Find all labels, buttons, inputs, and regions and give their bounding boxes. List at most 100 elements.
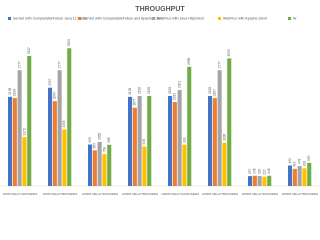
data-label: 1173 (22, 128, 26, 135)
bar (12, 98, 17, 186)
data-label: 3059 (227, 49, 231, 56)
data-label: 2777 (17, 61, 21, 68)
bar (52, 101, 57, 186)
data-label: 3117 (27, 47, 31, 54)
bar (262, 176, 267, 186)
bar (182, 144, 187, 186)
data-label: 426 (302, 161, 306, 167)
bar (292, 168, 297, 186)
x-tick-label: 500MS DELAY/800USERS (282, 192, 318, 196)
data-label: 246 (267, 168, 271, 174)
bar (257, 176, 262, 186)
data-label: 2108 (13, 89, 17, 96)
bar (27, 56, 32, 187)
legend-swatch (218, 17, 221, 20)
data-label: 2138 (128, 88, 132, 95)
legend-label: WebFlux with Apache client (223, 16, 267, 20)
data-label: 991 (182, 137, 186, 143)
x-tick-label: 100MS DELAY/800USERS (122, 192, 158, 196)
legend-label: W (293, 16, 297, 20)
bar (212, 98, 217, 186)
data-label: 237 (248, 169, 252, 175)
bar (177, 90, 182, 186)
bar (88, 144, 93, 186)
bar (172, 102, 177, 186)
bar (17, 70, 22, 186)
legend-swatch (8, 17, 11, 20)
bar (297, 166, 302, 186)
data-label: 1036 (222, 133, 226, 140)
page: {"chart_data": {"type": "bar", "title": … (0, 5, 320, 196)
data-label: 1355 (62, 120, 66, 127)
data-label: 411 (293, 162, 297, 167)
bar (22, 137, 27, 186)
x-tick-label: 100MS DELAY/800USERS (202, 192, 238, 196)
data-label: 2034 (53, 92, 57, 99)
x-tick-label: 10MS DELAY/800USERS (43, 192, 77, 196)
chart: THROUGHPUT Servlet with CompletableFutur… (0, 5, 320, 196)
data-label: 764 (102, 147, 106, 153)
data-label: 2858 (187, 58, 191, 65)
bar (248, 176, 253, 186)
bar (102, 154, 107, 186)
bar (67, 48, 72, 186)
bar (147, 96, 152, 186)
bar (307, 162, 312, 186)
data-label: 948 (142, 139, 146, 145)
bar (227, 58, 232, 186)
bar (222, 142, 227, 186)
legend-label: Servlet with CompletableFuture and Apach… (83, 16, 163, 20)
data-label: 3303 (67, 39, 71, 46)
data-label: 555 (307, 155, 311, 161)
data-label: 2158 (208, 87, 212, 94)
x-tick-label: 100MS DELAY/400USERS (82, 192, 118, 196)
data-label: 2158 (147, 87, 151, 94)
data-label: 222 (262, 169, 266, 175)
data-label: 995 (88, 137, 92, 143)
data-label: 2777 (57, 61, 61, 68)
data-label: 239 (257, 168, 261, 174)
data-label: 2138 (8, 88, 12, 95)
data-label: 2158 (168, 87, 172, 94)
bar (187, 66, 192, 186)
x-tick-label: 500MS DELAY/400USERS (242, 192, 278, 196)
chart-title: THROUGHPUT (135, 6, 185, 13)
bar (107, 144, 112, 186)
x-tick-label: 10MS DELAY/400USERS (3, 192, 37, 196)
data-label: 246 (253, 168, 257, 174)
data-label: 2301 (177, 81, 181, 88)
data-label: 855 (93, 143, 97, 149)
bar (217, 70, 222, 186)
bar (252, 175, 257, 186)
data-label: 2777 (217, 61, 221, 68)
bar (267, 175, 272, 186)
bar (137, 96, 142, 186)
data-label: 2013 (173, 93, 177, 100)
data-label: 478 (297, 159, 301, 165)
bar (302, 168, 307, 186)
data-label: 2357 (48, 78, 52, 85)
data-label: 2107 (213, 89, 217, 96)
bar (142, 146, 147, 186)
bar (48, 87, 53, 186)
bar (168, 96, 173, 186)
bar (288, 165, 293, 186)
bar (62, 129, 67, 186)
legend-swatch (78, 17, 81, 20)
data-label: 2158 (137, 87, 141, 94)
bar (57, 70, 62, 186)
data-label: 1058 (97, 133, 101, 140)
bar (92, 150, 97, 186)
x-tick-label: 100MS DELAY/1000USERS (161, 192, 199, 196)
bar (97, 141, 102, 186)
bar (128, 96, 133, 186)
legend-swatch (288, 17, 291, 20)
bar (132, 107, 137, 186)
legend-label: Servlet with CompletableFuture Java 11 C… (13, 16, 87, 20)
bar (8, 96, 13, 186)
data-label: 1877 (133, 98, 137, 105)
legend-label: WebFlux with Java HttpClient (157, 16, 204, 20)
bar (208, 96, 213, 186)
legend-swatch (152, 17, 155, 20)
data-label: 492 (288, 158, 292, 164)
